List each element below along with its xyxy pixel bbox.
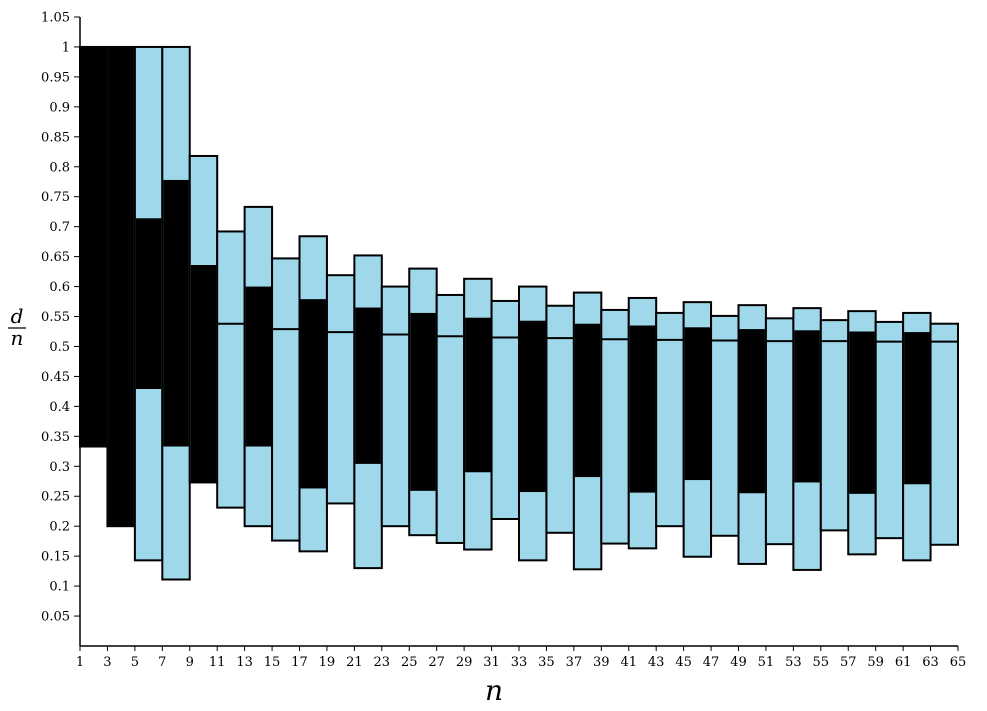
y-ticks-group: 0.05 0.1 0.15 0.2 0.25 0.3 0.35 0.4 0.45 0.5 0.55 0…	[41, 11, 80, 625]
bar-outer	[325, 274, 356, 505]
x-tick-label: 37	[566, 655, 583, 670]
bars-group	[79, 45, 959, 581]
bar-inner	[520, 320, 546, 493]
x-tick-label: 49	[730, 655, 747, 670]
bar-inner	[684, 327, 711, 481]
y-tick-label: 0.25	[41, 490, 70, 505]
bar-outer	[819, 319, 850, 532]
y-tick-label: 0.9	[49, 100, 70, 115]
bar-inner	[355, 307, 381, 464]
y-tick-label: 0.6	[49, 280, 70, 295]
bar-inner	[410, 312, 436, 491]
x-tick-label: 23	[374, 655, 391, 670]
x-tick-label: 29	[456, 655, 473, 670]
y-axis-title-numerator: d	[11, 304, 24, 328]
x-tick-label: 15	[264, 655, 281, 670]
bar-inner	[300, 299, 326, 489]
bar-inner	[190, 265, 217, 483]
bar-inner	[904, 332, 930, 485]
x-tick-label: 47	[703, 655, 720, 670]
bar-outer	[929, 322, 959, 546]
x-tick-label: 27	[428, 655, 445, 670]
bar-outer	[216, 230, 246, 509]
x-tick-label: 63	[922, 655, 939, 670]
y-tick-label: 0.5	[49, 340, 70, 355]
x-tick-label: 19	[319, 655, 336, 670]
x-tick-label: 41	[620, 655, 637, 670]
x-tick-label: 1	[76, 655, 84, 670]
y-tick-label: 1	[62, 40, 70, 55]
x-axis-title: n	[485, 674, 503, 707]
bar-outer	[271, 257, 301, 542]
x-tick-label: 31	[483, 655, 500, 670]
x-tick-label: 7	[158, 655, 166, 670]
bar-inner	[135, 218, 162, 390]
x-tick-label: 65	[950, 655, 967, 670]
x-tick-label: 9	[186, 655, 194, 670]
x-tick-label: 13	[236, 655, 253, 670]
y-tick-label: 0.65	[41, 250, 70, 265]
x-tick-label: 43	[648, 655, 665, 670]
x-tick-label: 45	[675, 655, 692, 670]
bar-outer	[545, 304, 575, 534]
x-tick-label: 17	[291, 655, 308, 670]
x-tick-label: 33	[511, 655, 528, 670]
x-tick-label: 11	[209, 655, 226, 670]
x-tick-label: 53	[785, 655, 802, 670]
bar-outer	[764, 317, 795, 546]
bar-outer	[655, 311, 685, 528]
x-tick-label: 51	[758, 655, 775, 670]
bar-inner	[739, 329, 765, 494]
bar-outer	[710, 314, 740, 537]
bar-outer	[380, 285, 411, 528]
y-tick-label: 0.75	[41, 190, 70, 205]
y-tick-label: 1.05	[41, 11, 70, 26]
bar-inner	[629, 325, 656, 493]
x-tick-label: 35	[538, 655, 555, 670]
bar-inner	[794, 330, 820, 483]
x-tick-label: 3	[103, 655, 111, 670]
y-tick-label: 0.2	[49, 520, 70, 535]
y-tick-label: 0.45	[41, 370, 70, 385]
x-tick-label: 59	[867, 655, 884, 670]
y-tick-label: 0.15	[41, 550, 70, 565]
x-tick-label: 5	[131, 655, 139, 670]
bar-outer	[874, 320, 905, 540]
bar-outer	[600, 308, 630, 545]
bar-inner	[849, 331, 875, 494]
x-tick-label: 21	[346, 655, 363, 670]
x-tick-label: 57	[840, 655, 857, 670]
y-tick-label: 0.4	[49, 400, 70, 415]
y-tick-label: 0.95	[41, 70, 70, 85]
bar-inner	[108, 46, 134, 527]
y-tick-label: 0.1	[49, 580, 70, 595]
x-tick-label: 55	[813, 655, 830, 670]
bar-inner	[245, 286, 272, 447]
x-tick-label: 39	[593, 655, 610, 670]
y-tick-label: 0.85	[41, 130, 70, 145]
y-tick-label: 0.35	[41, 430, 70, 445]
y-tick-label: 0.3	[49, 460, 70, 475]
x-tick-label: 61	[895, 655, 912, 670]
bar-outer	[435, 293, 466, 544]
x-ticks-group: 1 3 5 7 9 11 13 15 17 19 21 23 25 27 29 31 33 35 37 39 41 43 4…	[76, 646, 966, 670]
y-tick-label: 0.8	[49, 160, 70, 175]
bar-outer	[490, 299, 520, 521]
bar-inner	[163, 179, 189, 447]
x-tick-label: 25	[401, 655, 418, 670]
y-tick-label: 0.05	[41, 610, 70, 625]
bar-inner	[465, 317, 491, 473]
bar-inner	[81, 46, 107, 447]
y-tick-label: 0.7	[49, 220, 70, 235]
bar-inner	[574, 323, 601, 478]
y-tick-label: 0.55	[41, 310, 70, 325]
y-axis-title-denominator: n	[11, 326, 24, 350]
